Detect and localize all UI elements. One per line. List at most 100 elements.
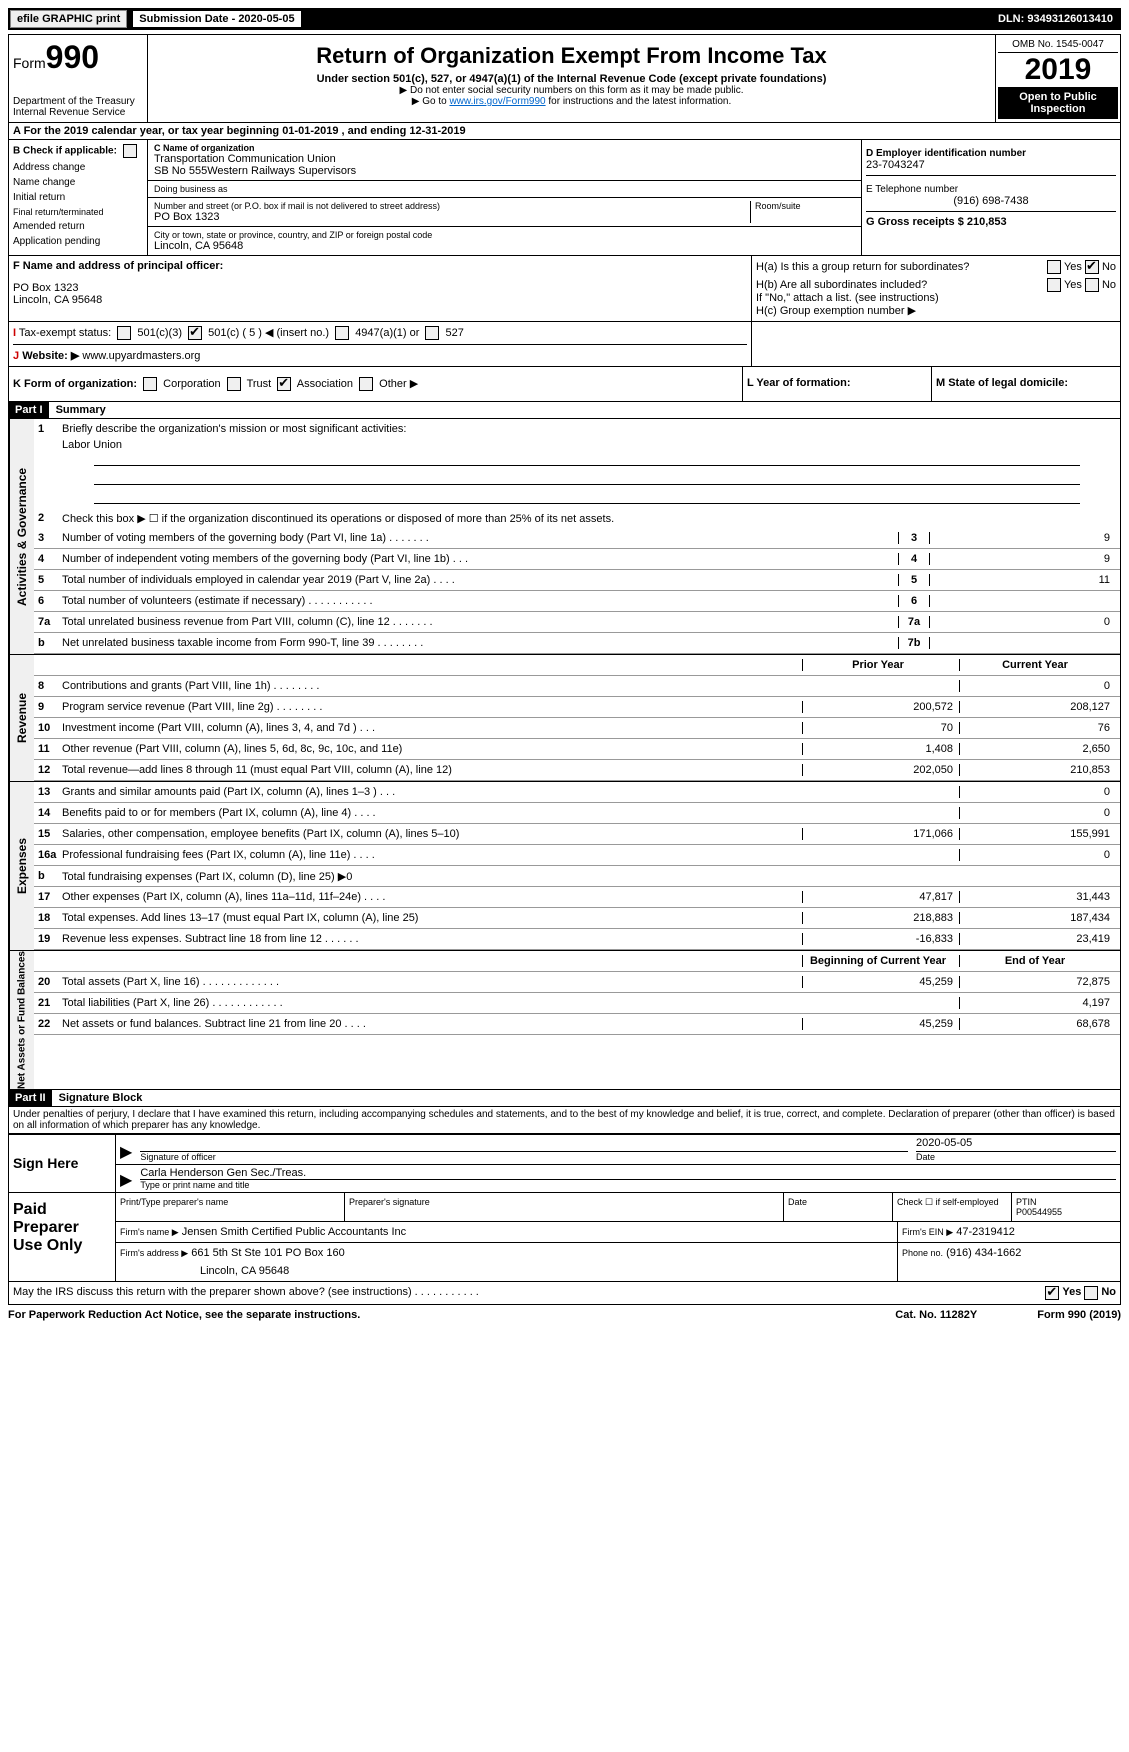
paid-preparer-block: Paid Preparer Use Only Print/Type prepar… [8, 1193, 1121, 1282]
activities-body: 1 Briefly describe the organization's mi… [34, 419, 1120, 654]
current-val: 0 [959, 807, 1116, 819]
dln-label: DLN: 93493126013410 [992, 11, 1119, 27]
c-label: C Name of organization [154, 143, 855, 153]
perjury-text: Under penalties of perjury, I declare th… [8, 1107, 1121, 1134]
ptin-label: PTIN [1016, 1197, 1037, 1207]
line-text: Total number of volunteers (estimate if … [62, 595, 898, 607]
line-num: 16a [38, 849, 62, 861]
org-name-cell: C Name of organization Transportation Co… [148, 140, 861, 181]
city-cell: City or town, state or province, country… [148, 227, 861, 255]
activities-side-label: Activities & Governance [9, 419, 34, 654]
revenue-body: Prior Year Current Year 8Contributions a… [34, 655, 1120, 781]
row-a-calendar: A For the 2019 calendar year, or tax yea… [8, 123, 1121, 140]
4947-checkbox-icon[interactable] [335, 326, 349, 340]
i-label: I [13, 327, 16, 339]
no-checkbox-icon[interactable] [1085, 260, 1099, 274]
line-num: 7a [38, 616, 62, 628]
tax-exempt-row: I Tax-exempt status: 501(c)(3) 501(c) ( … [13, 326, 747, 345]
prior-val: 47,817 [802, 891, 959, 903]
irs-label: Internal Revenue Service [13, 107, 143, 118]
line-num: 13 [38, 786, 62, 798]
line-num: 20 [38, 976, 62, 988]
prior-val: 200,572 [802, 701, 959, 713]
501c-checkbox-icon[interactable] [188, 326, 202, 340]
line-text: Benefits paid to or for members (Part IX… [62, 807, 802, 819]
table-row: 15Salaries, other compensation, employee… [34, 824, 1120, 845]
trust-checkbox-icon[interactable] [227, 377, 241, 391]
discuss-text: May the IRS discuss this return with the… [13, 1286, 1042, 1300]
yes-checkbox-icon[interactable] [1047, 278, 1061, 292]
check-applicable: B Check if applicable: Address change Na… [9, 140, 148, 255]
section-f-h: F Name and address of principal officer:… [8, 256, 1121, 322]
efile-button[interactable]: efile GRAPHIC print [10, 10, 127, 28]
discuss-row: May the IRS discuss this return with the… [8, 1282, 1121, 1305]
yes-checkbox-icon[interactable] [1045, 1286, 1059, 1300]
assoc-checkbox-icon[interactable] [277, 377, 291, 391]
no-checkbox-icon[interactable] [1084, 1286, 1098, 1300]
org-name-2: SB No 555Western Railways Supervisors [154, 165, 855, 177]
col5-cell: PTIN P00544955 [1012, 1193, 1120, 1221]
header-left: Form990 Department of the Treasury Inter… [9, 35, 148, 122]
firm-ein-value: 47-2319412 [956, 1226, 1015, 1238]
501c3-checkbox-icon[interactable] [117, 326, 131, 340]
website-url: www.upyardmasters.org [82, 350, 200, 362]
527-checkbox-icon[interactable] [425, 326, 439, 340]
yes-label: Yes [1062, 1286, 1081, 1300]
501c-label: 501(c) ( 5 ) ◀ (insert no.) [208, 327, 329, 339]
col-header-row: Beginning of Current Year End of Year [34, 951, 1120, 972]
sign-here-block: Sign Here ▶ Signature of officer 2020-05… [8, 1134, 1121, 1193]
line-text: Grants and similar amounts paid (Part IX… [62, 786, 802, 798]
other-checkbox-icon[interactable] [359, 377, 373, 391]
phone-value: (916) 434-1662 [946, 1247, 1021, 1259]
sig-officer-label: Signature of officer [140, 1152, 908, 1162]
line-text: Number of independent voting members of … [62, 553, 898, 565]
line-num: 18 [38, 912, 62, 924]
irs-link[interactable]: www.irs.gov/Form990 [449, 96, 545, 107]
current-val: 76 [959, 722, 1116, 734]
table-row: 5Total number of individuals employed in… [34, 570, 1120, 591]
table-row: 10Investment income (Part VIII, column (… [34, 718, 1120, 739]
line-num: 4 [38, 553, 62, 565]
check-addr-icon[interactable] [123, 144, 137, 158]
q-num: 2 [38, 512, 62, 524]
table-row: 14Benefits paid to or for members (Part … [34, 803, 1120, 824]
line-box: 6 [898, 595, 930, 607]
check-item: Initial return [13, 192, 143, 203]
line-text: Revenue less expenses. Subtract line 18 … [62, 933, 802, 945]
yes-checkbox-icon[interactable] [1047, 260, 1061, 274]
line-text: Contributions and grants (Part VIII, lin… [62, 680, 802, 692]
current-val: 0 [959, 786, 1116, 798]
sig-row-2: ▶ Carla Henderson Gen Sec./Treas. Type o… [116, 1165, 1120, 1192]
table-row: 13Grants and similar amounts paid (Part … [34, 782, 1120, 803]
summary-label: Summary [52, 402, 110, 418]
revenue-side-label: Revenue [9, 655, 34, 781]
section-b: B Check if applicable: Address change Na… [8, 140, 1121, 256]
header-mid: Return of Organization Exempt From Incom… [148, 35, 995, 122]
h-b-row: H(b) Are all subordinates included? Yes … [756, 278, 1116, 292]
4947-label: 4947(a)(1) or [355, 327, 419, 339]
firm-ein-cell: Firm's EIN ▶ 47-2319412 [898, 1222, 1120, 1242]
principal-officer: F Name and address of principal officer:… [9, 256, 752, 321]
pointer-icon: ▶ [120, 1170, 140, 1190]
firm-addr-label: Firm's address ▶ [120, 1248, 188, 1258]
line-num: 11 [38, 743, 62, 755]
k-label: K Form of organization: [13, 378, 137, 390]
table-row: 18Total expenses. Add lines 13–17 (must … [34, 908, 1120, 929]
table-row: 20Total assets (Part X, line 16) . . . .… [34, 972, 1120, 993]
prior-val: 70 [802, 722, 959, 734]
line-num: 10 [38, 722, 62, 734]
top-bar: efile GRAPHIC print Submission Date - 20… [8, 8, 1121, 30]
q-num: 1 [38, 423, 62, 435]
line-text: Net assets or fund balances. Subtract li… [62, 1018, 802, 1030]
form-footer: Form 990 (2019) [1037, 1309, 1121, 1321]
officer-name: Carla Henderson Gen Sec./Treas. [140, 1167, 1116, 1180]
sig-row-1: ▶ Signature of officer 2020-05-05 Date [116, 1135, 1120, 1165]
g-label: G Gross receipts $ 210,853 [866, 216, 1007, 228]
line-text: Total liabilities (Part X, line 26) . . … [62, 997, 802, 1009]
no-checkbox-icon[interactable] [1085, 278, 1099, 292]
current-year-label: Current Year [959, 659, 1116, 671]
assoc-label: Association [297, 378, 353, 390]
ssn-note: ▶ Do not enter social security numbers o… [152, 85, 991, 96]
corp-checkbox-icon[interactable] [143, 377, 157, 391]
line-text: Salaries, other compensation, employee b… [62, 828, 802, 840]
